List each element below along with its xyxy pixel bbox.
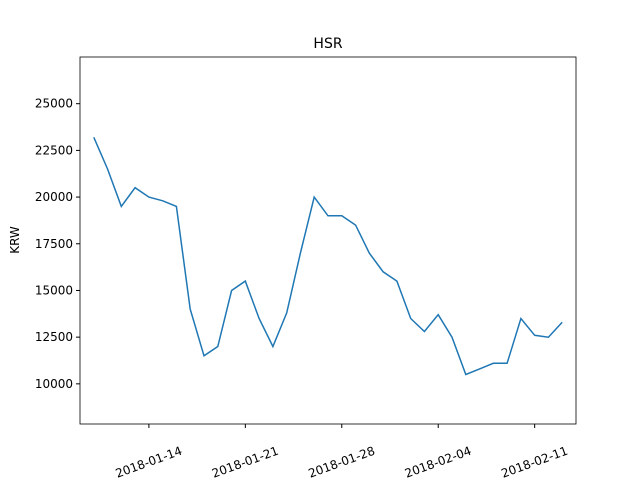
y-axis-label: KRW: [8, 226, 22, 254]
y-tick-label: 22500: [35, 143, 73, 157]
y-tick-label: 12500: [35, 330, 73, 344]
line: [93, 137, 563, 376]
plot-frame: [79, 56, 577, 425]
y-tick-label: 20000: [35, 190, 73, 204]
y-tick-label: 17500: [35, 237, 73, 251]
y-tick-label: 15000: [35, 283, 73, 297]
y-tick-label: 10000: [35, 377, 73, 391]
y-tick-label: 25000: [35, 97, 73, 111]
chart-title: HSR: [313, 36, 342, 52]
